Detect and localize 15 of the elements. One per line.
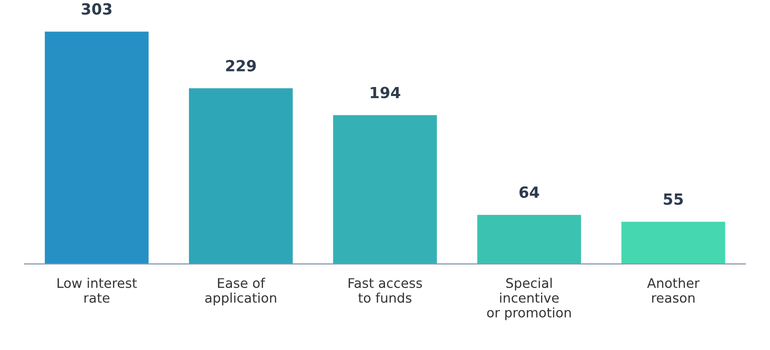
bar	[333, 115, 437, 264]
data-label: 194	[370, 86, 400, 98]
bar	[188, 88, 293, 264]
x-tick-label: Fast access to funds	[348, 278, 422, 303]
x-tick-label: Another reason	[647, 278, 700, 303]
bar	[621, 222, 726, 264]
data-label: 64	[519, 186, 540, 198]
data-label: 303	[82, 3, 112, 15]
data-label: 55	[664, 194, 683, 205]
x-tick-label: Special incentive or promotion	[487, 278, 571, 320]
bar	[477, 214, 582, 264]
x-tick-label: Ease of application	[205, 278, 276, 306]
data-label: 229	[226, 60, 256, 72]
bar	[44, 32, 149, 264]
x-tick-label: Low interest rate	[58, 278, 137, 303]
